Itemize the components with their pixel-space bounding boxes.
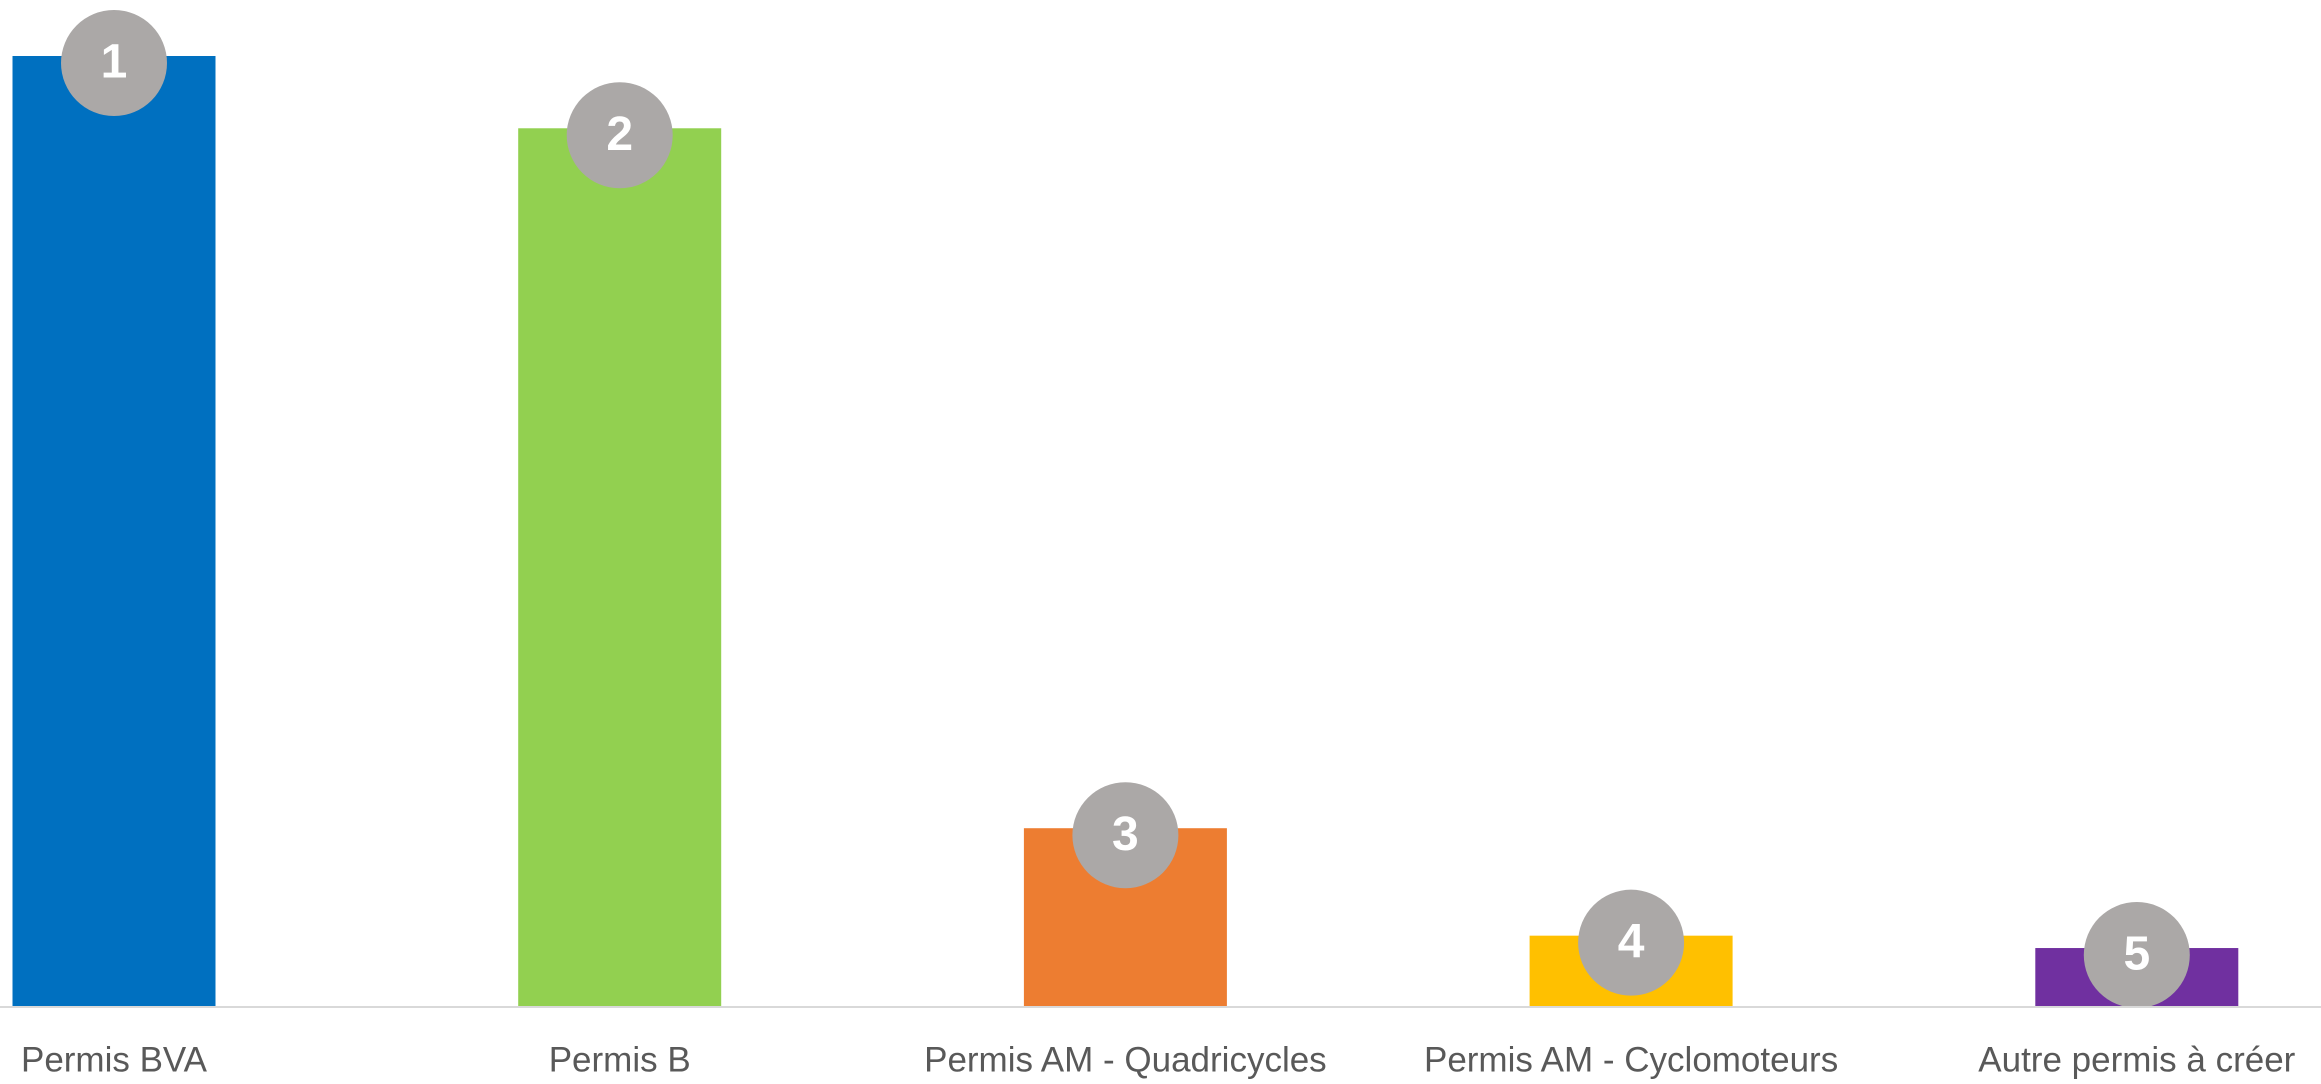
rank-badge	[1578, 889, 1685, 996]
rank-badge	[2083, 902, 2190, 1009]
x-tick-label: Autre permis à créer	[1978, 1040, 2295, 1079]
x-tick-label: Permis AM - Cyclomoteurs	[1424, 1040, 1838, 1079]
rank-label: 3	[1112, 808, 1139, 861]
x-tick-label: Permis BVA	[21, 1040, 208, 1079]
rank-label: 5	[2123, 928, 2150, 981]
rank-label: 2	[606, 108, 633, 161]
x-tick-label: Permis B	[549, 1040, 691, 1079]
rank-badge	[1072, 782, 1179, 889]
rank-badge	[61, 10, 167, 116]
bar	[518, 128, 722, 1007]
rank-label: 4	[1618, 915, 1645, 968]
rank-label: 1	[101, 36, 128, 89]
bar	[12, 56, 216, 1007]
x-tick-label: Permis AM - Quadricycles	[924, 1040, 1327, 1079]
rank-badge	[566, 82, 673, 189]
